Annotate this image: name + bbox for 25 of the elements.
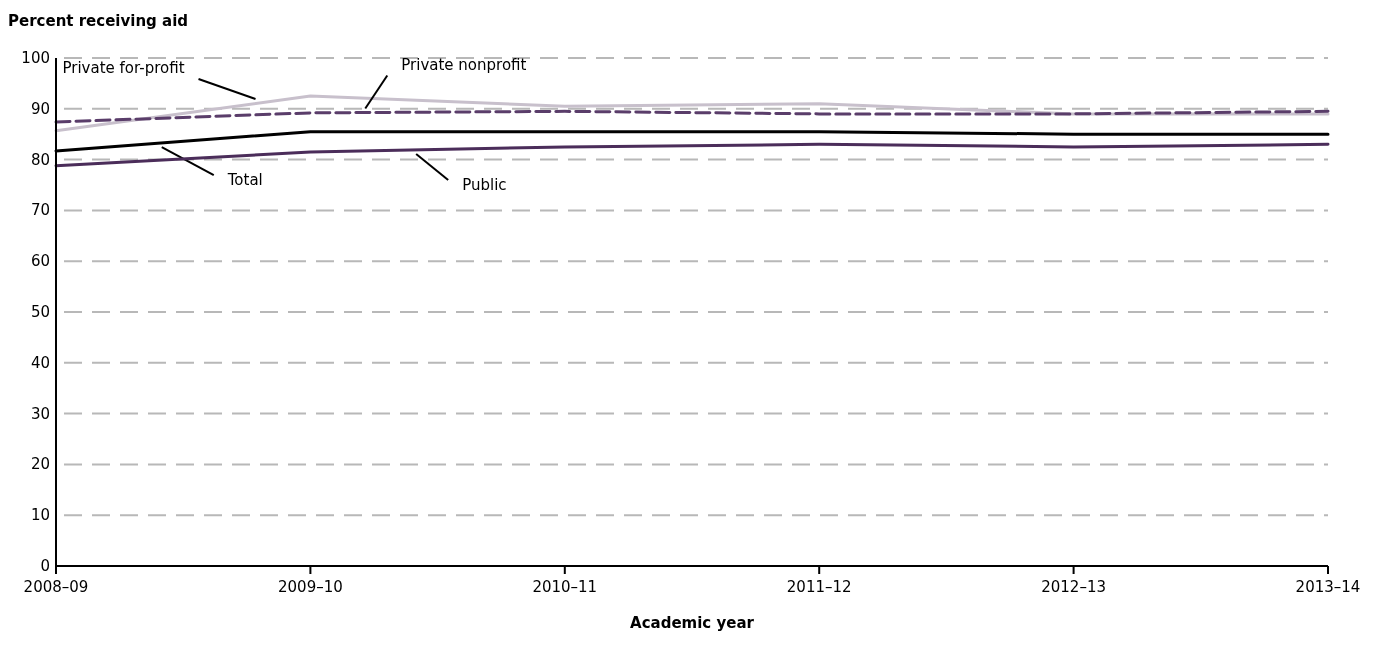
x-axis-title: Academic year bbox=[630, 614, 755, 632]
series-label: Public bbox=[462, 175, 507, 194]
text: Private for-profit bbox=[62, 59, 185, 78]
line-series bbox=[54, 142, 1330, 168]
y-tick-label: 40 bbox=[30, 353, 50, 372]
y-tick-label: 90 bbox=[30, 99, 50, 118]
y-tick-label: 100 bbox=[21, 49, 50, 67]
x-tick-label: 2009–10 bbox=[278, 578, 343, 596]
text: Private nonprofit bbox=[401, 55, 527, 74]
y-tick-label: 70 bbox=[30, 201, 50, 220]
y-tick-label: 0 bbox=[40, 557, 50, 575]
y-tick-label: 50 bbox=[30, 303, 50, 321]
y-tick-label: 30 bbox=[30, 404, 50, 423]
y-axis-title: Percent receiving aid bbox=[8, 12, 189, 30]
text: Total bbox=[226, 171, 263, 190]
y-tick-label: 10 bbox=[30, 506, 50, 525]
y-tick-label: 60 bbox=[30, 252, 50, 271]
line-series bbox=[54, 109, 1330, 124]
y-tick-label: 20 bbox=[30, 455, 50, 474]
x-tick-label: 2011–12 bbox=[786, 578, 852, 596]
x-tick-label: 2008–09 bbox=[23, 578, 89, 596]
x-tick-label: 2013–14 bbox=[1295, 578, 1361, 596]
x-tick-label: 2012–13 bbox=[1041, 578, 1106, 596]
x-tick-label: 2010–11 bbox=[532, 578, 598, 596]
y-tick-label: 80 bbox=[30, 150, 50, 169]
